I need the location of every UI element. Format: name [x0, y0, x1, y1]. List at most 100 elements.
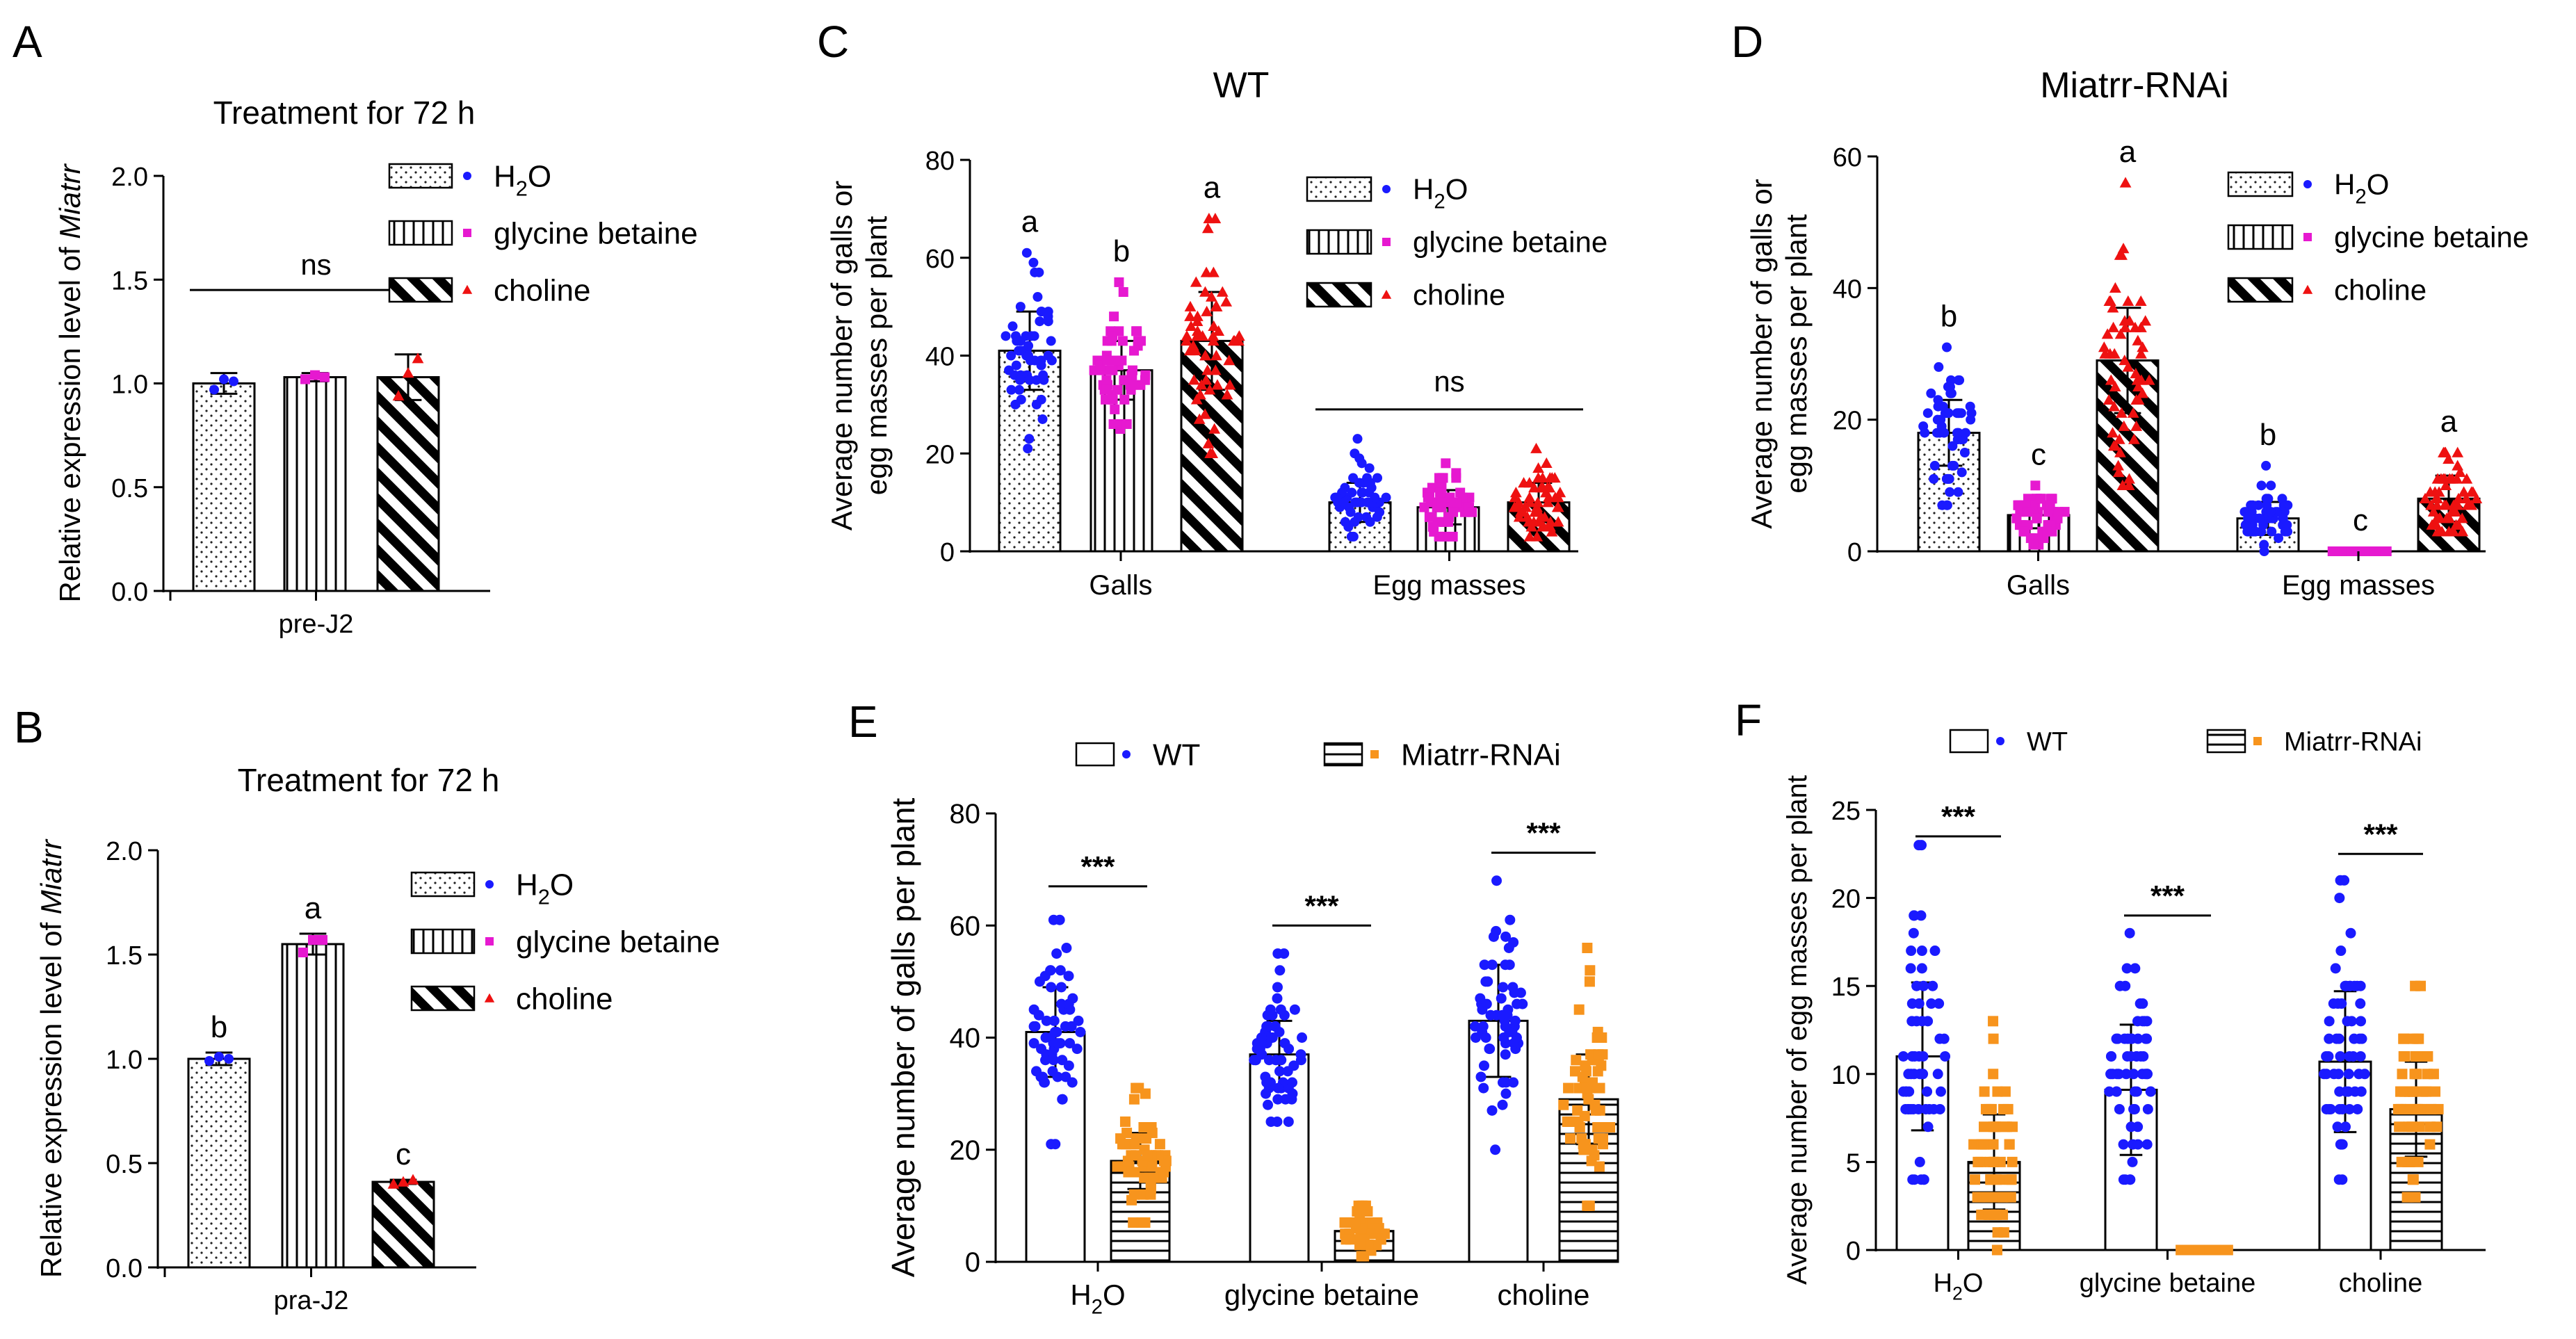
data-point [1913, 840, 1925, 851]
data-point [1190, 345, 1201, 356]
data-point [1988, 1139, 1999, 1150]
data-point [1350, 1217, 1361, 1228]
data-point [1185, 320, 1197, 331]
data-point [1918, 421, 1929, 432]
data-point [1204, 384, 1216, 395]
data-point [1479, 959, 1490, 971]
legend-swatch [1306, 176, 1372, 202]
data-point [2456, 512, 2468, 524]
significance-letter: c [2353, 503, 2368, 537]
data-point [2267, 526, 2277, 537]
data-point [1207, 334, 1220, 346]
data-point [2107, 427, 2119, 438]
data-point [2280, 526, 2290, 537]
data-point [1211, 379, 1224, 390]
data-point [1287, 1077, 1298, 1088]
data-point [1918, 980, 1929, 991]
legend-label: H2O [494, 159, 551, 200]
data-point [1365, 517, 1375, 527]
y-tick-label: 0 [965, 1247, 980, 1278]
data-point [214, 1052, 224, 1062]
data-point [1131, 1082, 1142, 1094]
data-point [2431, 1121, 2443, 1133]
data-point [1233, 330, 1245, 341]
data-point [1451, 468, 1461, 478]
data-point [1060, 1021, 1071, 1032]
data-point [2253, 737, 2262, 745]
data-point [485, 937, 494, 946]
legend-swatch [2206, 729, 2246, 754]
data-point [2117, 243, 2130, 254]
data-point [1331, 492, 1342, 503]
data-point [2113, 433, 2125, 444]
data-point [1040, 1055, 1051, 1066]
significance-label: *** [2150, 879, 2185, 912]
panel-label: C [817, 17, 849, 67]
y-tick-label: 0.5 [106, 1150, 143, 1179]
data-point [1537, 521, 1548, 532]
data-point [1943, 408, 1954, 419]
data-point [1110, 404, 1120, 414]
data-point [2137, 341, 2149, 352]
legend-label: Miatrr-RNAi [1401, 738, 1561, 772]
data-point [2408, 1033, 2419, 1044]
data-point [1112, 1161, 1123, 1172]
data-point [2114, 980, 2125, 991]
data-point [1275, 1004, 1286, 1015]
data-point [2105, 1050, 2116, 1062]
data-point [2348, 1050, 2359, 1062]
data-point [1195, 379, 1208, 390]
data-point [1370, 750, 1379, 758]
y-tick-label: 0.0 [111, 578, 148, 607]
data-point [2345, 927, 2356, 939]
data-point [1922, 1121, 1934, 1133]
data-point [1500, 931, 1512, 942]
y-tick-label: 40 [925, 343, 955, 372]
data-point [1898, 1050, 1909, 1062]
x-tick-label: choline [1497, 1279, 1589, 1311]
x-tick-label: Egg masses [2282, 570, 2435, 601]
data-point [1441, 458, 1451, 469]
data-point [1945, 487, 1955, 497]
legend-swatch [1306, 282, 1372, 308]
data-point [1490, 1144, 1501, 1155]
data-point [1055, 965, 1066, 976]
data-point [1272, 1082, 1283, 1094]
data-point [2412, 1103, 2423, 1114]
data-point [1946, 388, 1957, 398]
data-point [1033, 1009, 1044, 1021]
data-point [2334, 1103, 2345, 1114]
data-point [2414, 1121, 2425, 1133]
legend-swatch [410, 985, 476, 1012]
data-point [1128, 1094, 1140, 1105]
data-point [2135, 348, 2147, 359]
data-point [224, 1054, 234, 1064]
data-point [1988, 1033, 1999, 1044]
panel-label: D [1731, 17, 1763, 67]
data-point [1199, 350, 1212, 361]
data-point [2256, 480, 2267, 491]
data-point [1903, 1069, 1914, 1080]
data-point [1573, 1004, 1585, 1015]
data-point [2334, 893, 2345, 904]
data-point [1191, 310, 1204, 321]
significance-letter: b [1941, 300, 1957, 334]
y-tick-label: 80 [925, 147, 955, 176]
data-point [1016, 336, 1026, 346]
data-point [2346, 1016, 2357, 1027]
data-point [1261, 1088, 1272, 1099]
data-point [1427, 512, 1437, 522]
significance-label: ns [300, 248, 331, 281]
data-point [2111, 1086, 2122, 1097]
legend-label: choline [494, 273, 590, 307]
data-point [2114, 1103, 2125, 1114]
data-point [2128, 433, 2140, 444]
data-point [485, 880, 494, 888]
data-point [2053, 507, 2064, 517]
legend-label: WT [2027, 727, 2068, 756]
legend-swatch [1075, 742, 1115, 767]
panel-label: B [14, 702, 44, 752]
data-point [1210, 350, 1222, 361]
data-point [1523, 492, 1536, 503]
data-point [1295, 1055, 1306, 1066]
